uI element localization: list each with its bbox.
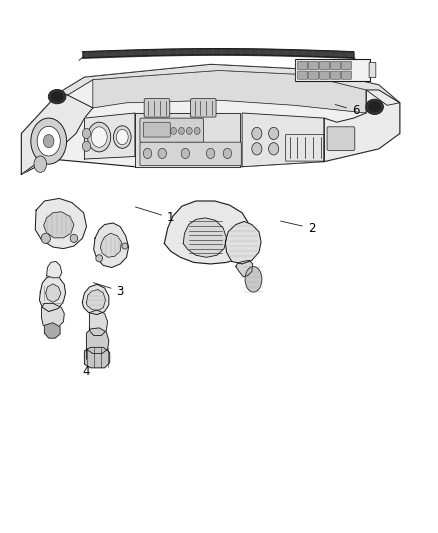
Ellipse shape bbox=[91, 127, 107, 147]
Ellipse shape bbox=[41, 233, 50, 244]
Ellipse shape bbox=[366, 99, 383, 115]
Polygon shape bbox=[236, 260, 253, 277]
FancyBboxPatch shape bbox=[319, 61, 329, 69]
Ellipse shape bbox=[96, 255, 102, 262]
FancyBboxPatch shape bbox=[140, 142, 241, 166]
Polygon shape bbox=[135, 113, 240, 167]
Polygon shape bbox=[44, 212, 74, 238]
Circle shape bbox=[179, 127, 184, 134]
Polygon shape bbox=[39, 276, 66, 311]
FancyBboxPatch shape bbox=[140, 118, 203, 143]
FancyBboxPatch shape bbox=[369, 62, 376, 78]
Ellipse shape bbox=[113, 126, 131, 148]
Circle shape bbox=[194, 127, 200, 134]
Polygon shape bbox=[42, 303, 64, 329]
FancyBboxPatch shape bbox=[319, 71, 329, 79]
Polygon shape bbox=[87, 289, 106, 311]
Ellipse shape bbox=[117, 130, 128, 145]
Circle shape bbox=[181, 148, 190, 158]
Ellipse shape bbox=[51, 92, 63, 101]
Text: 1: 1 bbox=[135, 207, 174, 224]
Circle shape bbox=[268, 127, 279, 140]
Text: 3: 3 bbox=[93, 282, 124, 297]
FancyBboxPatch shape bbox=[330, 61, 340, 69]
Circle shape bbox=[206, 148, 215, 158]
Polygon shape bbox=[225, 222, 261, 264]
Polygon shape bbox=[59, 64, 400, 106]
Circle shape bbox=[252, 143, 262, 155]
FancyBboxPatch shape bbox=[341, 61, 351, 69]
Polygon shape bbox=[242, 113, 324, 167]
Ellipse shape bbox=[43, 134, 54, 148]
Polygon shape bbox=[46, 284, 61, 302]
Polygon shape bbox=[21, 64, 400, 174]
Ellipse shape bbox=[70, 235, 78, 243]
Ellipse shape bbox=[48, 90, 66, 104]
Polygon shape bbox=[45, 323, 60, 338]
Ellipse shape bbox=[31, 118, 67, 164]
FancyBboxPatch shape bbox=[295, 59, 370, 81]
Circle shape bbox=[252, 127, 262, 140]
Polygon shape bbox=[85, 113, 135, 159]
Circle shape bbox=[268, 143, 279, 155]
Polygon shape bbox=[94, 223, 129, 268]
FancyBboxPatch shape bbox=[308, 71, 319, 79]
Ellipse shape bbox=[88, 122, 111, 152]
Polygon shape bbox=[93, 70, 366, 113]
FancyBboxPatch shape bbox=[298, 61, 308, 69]
Circle shape bbox=[158, 148, 166, 158]
Polygon shape bbox=[89, 310, 108, 336]
Circle shape bbox=[82, 128, 91, 139]
Polygon shape bbox=[183, 218, 226, 257]
Polygon shape bbox=[87, 328, 109, 353]
FancyBboxPatch shape bbox=[308, 61, 319, 69]
Circle shape bbox=[82, 141, 91, 151]
Polygon shape bbox=[100, 233, 121, 257]
Polygon shape bbox=[46, 261, 62, 278]
Text: 2: 2 bbox=[281, 221, 315, 235]
Text: 6: 6 bbox=[335, 104, 360, 117]
Circle shape bbox=[143, 148, 152, 158]
Polygon shape bbox=[35, 198, 87, 248]
Ellipse shape bbox=[34, 156, 46, 172]
Text: 4: 4 bbox=[83, 349, 90, 378]
Ellipse shape bbox=[369, 102, 381, 112]
Circle shape bbox=[223, 148, 232, 158]
Polygon shape bbox=[82, 285, 109, 314]
FancyBboxPatch shape bbox=[144, 99, 170, 117]
Polygon shape bbox=[85, 348, 110, 368]
FancyBboxPatch shape bbox=[341, 71, 351, 79]
Circle shape bbox=[186, 127, 192, 134]
Ellipse shape bbox=[37, 126, 60, 156]
Ellipse shape bbox=[122, 243, 128, 249]
Circle shape bbox=[171, 127, 177, 134]
Polygon shape bbox=[21, 93, 93, 174]
FancyBboxPatch shape bbox=[330, 71, 340, 79]
Polygon shape bbox=[324, 90, 400, 161]
Polygon shape bbox=[164, 201, 251, 264]
FancyBboxPatch shape bbox=[298, 71, 308, 79]
FancyBboxPatch shape bbox=[191, 99, 216, 117]
Ellipse shape bbox=[245, 266, 262, 292]
FancyBboxPatch shape bbox=[327, 127, 355, 150]
FancyBboxPatch shape bbox=[143, 122, 170, 137]
